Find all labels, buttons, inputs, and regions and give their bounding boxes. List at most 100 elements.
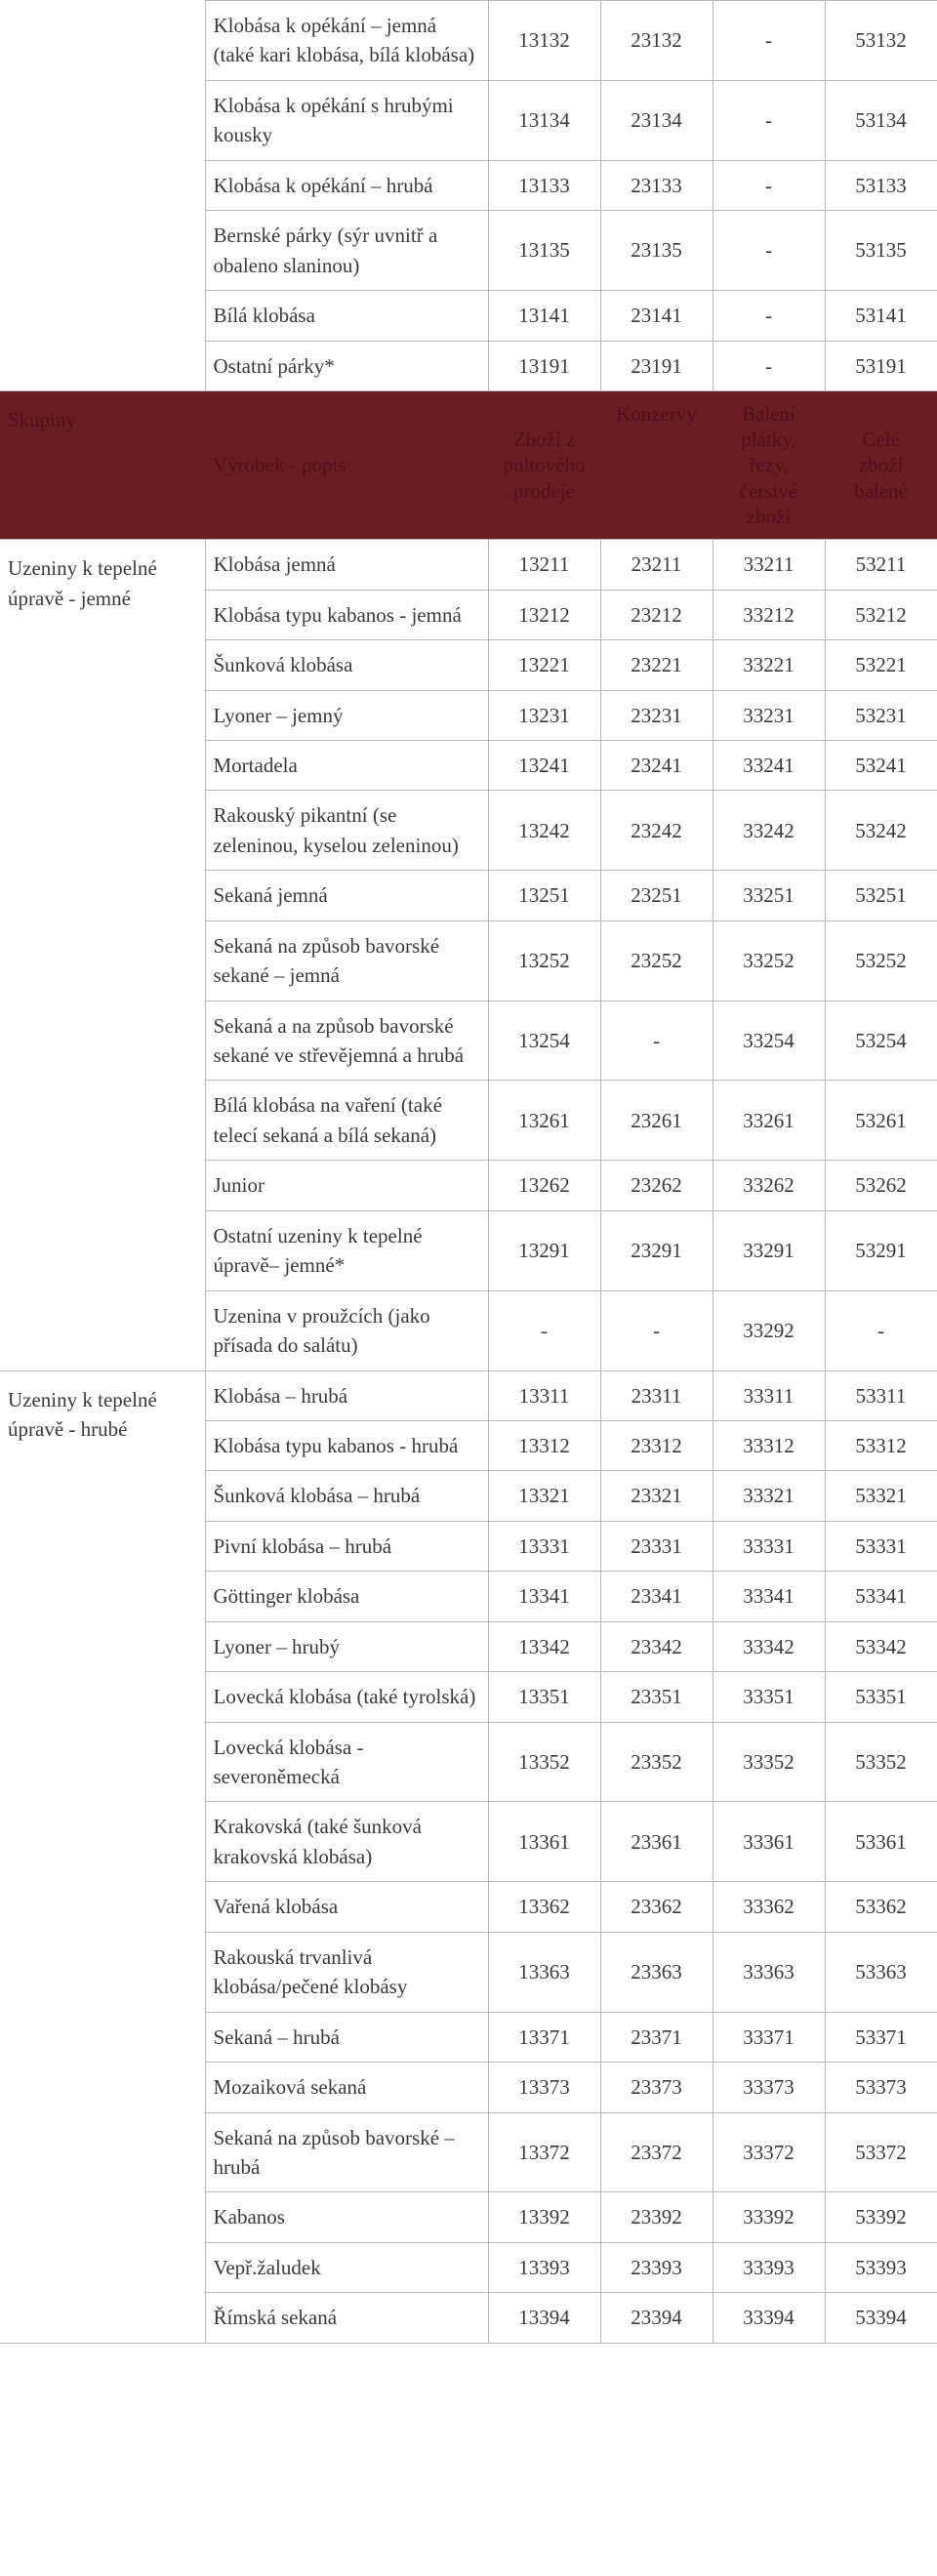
code-1: 13134 <box>488 80 600 160</box>
code-1: 13371 <box>488 2012 600 2062</box>
code-1: 13312 <box>488 1420 600 1470</box>
code-4: 53291 <box>825 1210 937 1290</box>
product-desc: Sekaná a na způsob bavorské sekané ve st… <box>205 1001 488 1081</box>
code-4: 53342 <box>825 1621 937 1671</box>
code-1: 13372 <box>488 2112 600 2192</box>
product-desc: Klobása typu kabanos - jemná <box>205 590 488 639</box>
header-row: SkupinyVýrobek - popisZboží zpultovéhopr… <box>0 390 937 539</box>
code-3: 33212 <box>713 590 825 639</box>
code-3: 33341 <box>713 1572 825 1621</box>
code-2: 23362 <box>600 1882 713 1932</box>
header-col3: Baleníplátky, řezy,čerstvé zboží <box>713 390 825 539</box>
code-1: 13241 <box>488 740 600 790</box>
header-col4: Celézbožíbalené <box>825 390 937 539</box>
code-4: 53393 <box>825 2242 937 2292</box>
product-desc: Klobása typu kabanos - hrubá <box>205 1420 488 1470</box>
product-desc: Klobása k opékání – hrubá <box>205 160 488 210</box>
product-desc: Šunková klobása – hrubá <box>205 1471 488 1521</box>
code-4: 53252 <box>825 920 937 1001</box>
code-4: 53135 <box>825 211 937 291</box>
code-2: - <box>600 1001 713 1081</box>
code-1: 13373 <box>488 2063 600 2112</box>
code-4: 53352 <box>825 1722 937 1802</box>
code-4: 53261 <box>825 1081 937 1161</box>
code-3: 33351 <box>713 1672 825 1722</box>
code-3: 33291 <box>713 1210 825 1290</box>
table-row: Uzeniny k tepelné úpravě - jemnéKlobása … <box>0 540 937 590</box>
product-desc: Ostatní párky* <box>205 341 488 390</box>
code-3: 33372 <box>713 2112 825 2192</box>
code-1: 13361 <box>488 1802 600 1882</box>
code-1: 13242 <box>488 791 600 871</box>
code-4: 53312 <box>825 1420 937 1470</box>
code-1: - <box>488 1290 600 1370</box>
product-table: Klobása k opékání – jemná (také kari klo… <box>0 0 937 2344</box>
code-4: 53362 <box>825 1882 937 1932</box>
product-desc: Krakovská (také šunková krakovská klobás… <box>205 1802 488 1882</box>
product-desc: Šunková klobása <box>205 640 488 690</box>
table-row: Klobása k opékání – jemná (také kari klo… <box>0 1 937 81</box>
product-desc: Rakouský pikantní (se zeleninou, kyselou… <box>205 791 488 871</box>
code-2: 23252 <box>600 920 713 1001</box>
code-1: 13132 <box>488 1 600 81</box>
code-3: 33321 <box>713 1471 825 1521</box>
code-2: 23341 <box>600 1572 713 1621</box>
code-3: - <box>713 1 825 81</box>
code-3: - <box>713 341 825 390</box>
code-1: 13135 <box>488 211 600 291</box>
code-1: 13362 <box>488 1882 600 1932</box>
code-2: 23241 <box>600 740 713 790</box>
code-3: 33361 <box>713 1802 825 1882</box>
code-4: 53212 <box>825 590 937 639</box>
code-4: - <box>825 1290 937 1370</box>
code-1: 13211 <box>488 540 600 590</box>
code-4: 53251 <box>825 871 937 920</box>
code-4: 53361 <box>825 1802 937 1882</box>
code-1: 13141 <box>488 291 600 341</box>
code-3: 33362 <box>713 1882 825 1932</box>
code-4: 53211 <box>825 540 937 590</box>
code-4: 53141 <box>825 291 937 341</box>
header-group: Skupiny <box>0 390 205 539</box>
product-desc: Mozaiková sekaná <box>205 2063 488 2112</box>
code-1: 13363 <box>488 1932 600 2012</box>
product-desc: Bernské párky (sýr uvnitř a obaleno slan… <box>205 211 488 291</box>
code-4: 53373 <box>825 2063 937 2112</box>
code-3: 33363 <box>713 1932 825 2012</box>
code-1: 13352 <box>488 1722 600 1802</box>
code-3: 33242 <box>713 791 825 871</box>
product-desc: Bílá klobása na vaření (také telecí seka… <box>205 1081 488 1161</box>
code-1: 13311 <box>488 1370 600 1420</box>
code-1: 13394 <box>488 2293 600 2343</box>
product-desc: Lyoner – hrubý <box>205 1621 488 1671</box>
code-3: 33241 <box>713 740 825 790</box>
product-desc: Sekaná na způsob bavorské sekané – jemná <box>205 920 488 1001</box>
code-4: 53372 <box>825 2112 937 2192</box>
code-2: 23221 <box>600 640 713 690</box>
code-4: 53231 <box>825 690 937 740</box>
code-2: 23261 <box>600 1081 713 1161</box>
product-desc: Uzenina v proužcích (jako přísada do sal… <box>205 1290 488 1370</box>
product-desc: Bílá klobása <box>205 291 488 341</box>
code-2: 23361 <box>600 1802 713 1882</box>
code-3: - <box>713 80 825 160</box>
code-1: 13231 <box>488 690 600 740</box>
code-1: 13331 <box>488 1521 600 1571</box>
product-desc: Lovecká klobása - severoněmecká <box>205 1722 488 1802</box>
code-2: 23242 <box>600 791 713 871</box>
code-3: 33211 <box>713 540 825 590</box>
code-3: 33231 <box>713 690 825 740</box>
code-3: 33331 <box>713 1521 825 1571</box>
code-2: 23132 <box>600 1 713 81</box>
product-desc: Vařená klobása <box>205 1882 488 1932</box>
product-desc: Pivní klobása – hrubá <box>205 1521 488 1571</box>
code-3: - <box>713 211 825 291</box>
code-2: 23392 <box>600 2192 713 2242</box>
group-cell: Uzeniny k tepelné úpravě - jemné <box>0 540 205 1370</box>
code-3: 33221 <box>713 640 825 690</box>
code-2: 23342 <box>600 1621 713 1671</box>
code-2: 23363 <box>600 1932 713 2012</box>
code-4: 53331 <box>825 1521 937 1571</box>
code-2: - <box>600 1290 713 1370</box>
code-1: 13341 <box>488 1572 600 1621</box>
